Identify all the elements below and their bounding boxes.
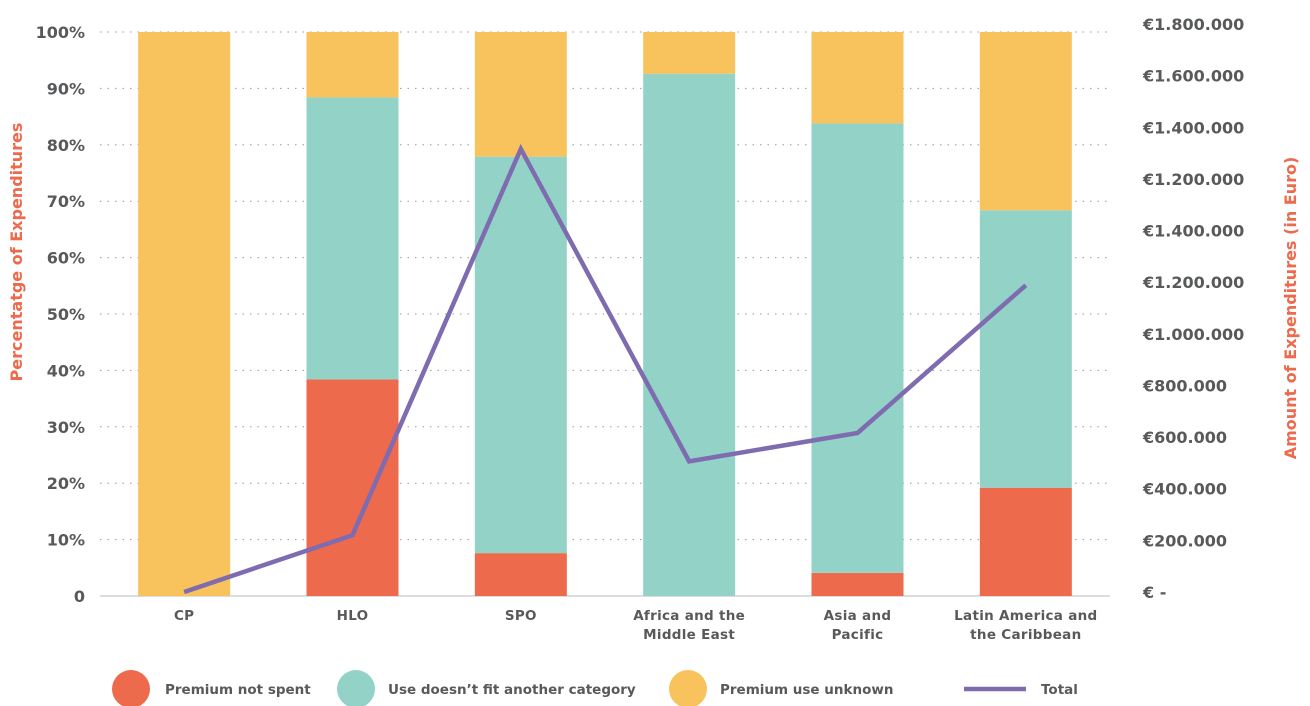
- y-right-tick-label: €1.800.000: [1142, 15, 1244, 34]
- y-tick-label: 20%: [47, 474, 85, 493]
- bar-segment: [474, 553, 567, 596]
- y-right-tick-label: €1.400.000: [1142, 222, 1244, 241]
- y-tick-label: 90%: [47, 79, 85, 98]
- y-right-tick-label: €1.600.000: [1142, 67, 1244, 86]
- bar-segment: [306, 32, 399, 98]
- y-tick-label: 80%: [47, 136, 85, 155]
- legend-label: Premium use unknown: [720, 682, 893, 698]
- y-right-tick-label: €1.200.000: [1142, 170, 1244, 189]
- y-right-tick-label: €600.000: [1142, 428, 1227, 447]
- bar-segment: [979, 487, 1072, 596]
- bars: [138, 32, 1072, 596]
- y-right-tick-label: €1.400.000: [1142, 118, 1244, 137]
- bar-segment: [643, 32, 736, 74]
- y-right-tick-label: €800.000: [1142, 376, 1227, 395]
- y-tick-label: 0: [74, 587, 85, 606]
- legend-item: Premium use unknown: [669, 670, 893, 706]
- bar-segment: [811, 572, 904, 596]
- x-tick-label: Latin America and the Caribbean: [954, 608, 1097, 643]
- bar-segment: [474, 156, 567, 554]
- legend: Premium not spent Use doesn’t fit another…: [112, 670, 1078, 706]
- x-tick-label: HLO: [337, 608, 369, 624]
- legend-swatch: [112, 670, 150, 706]
- x-tick-label: Africa and the Middle East: [633, 608, 745, 643]
- legend-swatch: [337, 670, 375, 706]
- y-right-tick-label: €400.000: [1142, 480, 1227, 499]
- y-right-tick-label: €200.000: [1142, 531, 1227, 550]
- bar-segment: [811, 123, 904, 573]
- bar-segment: [474, 32, 567, 157]
- legend-label: Premium not spent: [165, 682, 311, 698]
- bar-segment: [979, 210, 1072, 488]
- total-line-path: [183, 143, 1028, 595]
- y-axis-title-right: Amount of Expenditures (in Euro): [1281, 157, 1300, 460]
- y-right-tick-label: € -: [1142, 583, 1166, 602]
- y-tick-label: 40%: [47, 361, 85, 380]
- y-axis-right: € - €200.000 €400.000 €600.000 €800.000 €1.00…: [1142, 15, 1244, 602]
- total-line: [183, 143, 1028, 595]
- legend-swatch: [669, 670, 707, 706]
- y-tick-label: 50%: [47, 305, 85, 324]
- y-right-tick-label: €1.000.000: [1142, 325, 1244, 344]
- bar-segment: [979, 32, 1072, 211]
- x-tick-label: SPO: [505, 608, 537, 624]
- bar-segment: [306, 97, 399, 380]
- bar-segment: [138, 32, 231, 596]
- legend-item: Total: [964, 682, 1078, 698]
- bar-segment: [811, 32, 904, 124]
- y-axis-left: 0 10% 20% 30% 40% 50% 60% 70% 80% 90% 100%: [36, 23, 85, 606]
- legend-label: Total: [1041, 682, 1078, 698]
- y-tick-label: 10%: [47, 531, 85, 550]
- x-axis: CP HLO SPO Africa and the Middle East Asia an…: [174, 608, 1097, 643]
- y-axis-title-left: Percentatge of Expenditures: [7, 123, 26, 382]
- y-tick-label: 70%: [47, 192, 85, 211]
- legend-item: Premium not spent: [112, 670, 311, 706]
- bar-segment: [643, 73, 736, 596]
- y-tick-label: 60%: [47, 249, 85, 268]
- x-tick-label: Asia and Pacific: [824, 608, 892, 643]
- y-tick-label: 100%: [36, 23, 85, 42]
- y-right-tick-label: €1.200.000: [1142, 273, 1244, 292]
- y-tick-label: 30%: [47, 418, 85, 437]
- legend-label: Use doesn’t fit another category: [388, 682, 636, 698]
- gridlines: [100, 31, 1110, 597]
- bar-segment: [306, 379, 399, 596]
- x-tick-label: CP: [174, 608, 194, 624]
- legend-item: Use doesn’t fit another category: [337, 670, 636, 706]
